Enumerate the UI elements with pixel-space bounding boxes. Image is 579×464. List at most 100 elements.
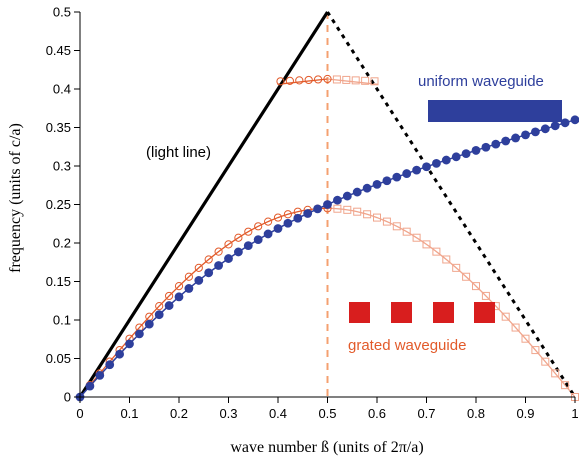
grated-lower-point bbox=[254, 222, 263, 231]
grated-lower-folded-point bbox=[561, 381, 570, 390]
uniform-point bbox=[204, 268, 214, 278]
uniform-point bbox=[550, 121, 560, 131]
x-tick-label: 0.2 bbox=[170, 406, 188, 421]
grated-lower-curve bbox=[79, 207, 328, 398]
grated-lower-point bbox=[194, 263, 203, 272]
uniform-point bbox=[362, 183, 372, 193]
grated-lower-point bbox=[224, 240, 233, 249]
x-tick-label: 0.1 bbox=[120, 406, 138, 421]
uniform-point bbox=[323, 200, 332, 209]
uniform-point bbox=[135, 329, 144, 339]
grated-upper-point bbox=[276, 77, 285, 86]
grated-upper-point bbox=[304, 75, 313, 85]
uniform-point bbox=[333, 195, 342, 205]
grated-lower-point bbox=[214, 247, 223, 256]
grated-lower-folded-point bbox=[481, 291, 490, 300]
x-tick-label: 0.5 bbox=[318, 406, 336, 421]
uniform-point bbox=[263, 229, 273, 239]
grated-lower-folded-point bbox=[442, 255, 451, 264]
uniform-point bbox=[184, 284, 194, 293]
uniform-point bbox=[283, 218, 293, 228]
uniform-point bbox=[115, 349, 124, 359]
uniform-point bbox=[342, 191, 352, 201]
grated-upper-folded-point bbox=[351, 76, 360, 85]
uniform-point bbox=[293, 213, 303, 223]
y-tick-label: 0.5 bbox=[53, 5, 71, 20]
uniform-point bbox=[570, 115, 579, 125]
grated-lower-folded-point bbox=[432, 247, 441, 256]
grated-upper-folded-point bbox=[370, 77, 379, 86]
uniform-point bbox=[402, 169, 412, 178]
uniform-point bbox=[491, 139, 501, 149]
grated-lower-folded-point bbox=[343, 205, 352, 214]
uniform-point bbox=[125, 339, 134, 349]
uniform-point bbox=[144, 319, 154, 329]
x-tick-label: 0 bbox=[76, 406, 83, 421]
uniform-point bbox=[372, 180, 382, 189]
grated-lower-folded-point bbox=[333, 204, 342, 213]
grated-lower-folded-point bbox=[472, 282, 480, 291]
grated-upper-folded-point bbox=[332, 75, 341, 84]
uniform-point bbox=[154, 310, 164, 320]
uniform-point bbox=[253, 235, 263, 245]
uniform-point bbox=[451, 152, 461, 162]
uniform-point bbox=[432, 158, 441, 168]
grated-lower-point bbox=[155, 302, 164, 311]
grated-lower-point bbox=[234, 233, 243, 242]
uniform-point bbox=[422, 162, 431, 172]
grated-lower-point bbox=[283, 210, 292, 219]
grated-lower-folded-point bbox=[382, 217, 391, 226]
uniform-point bbox=[382, 176, 392, 186]
grated-lower-folded-point bbox=[373, 213, 381, 222]
grated-lower-folded-point bbox=[422, 240, 431, 249]
grated-lower-point bbox=[165, 291, 174, 301]
y-tick-label: 0.2 bbox=[53, 236, 71, 251]
grated-lower-point bbox=[174, 282, 184, 291]
plot-area bbox=[75, 11, 579, 402]
uniform-point bbox=[313, 204, 322, 214]
y-tick-label: 0.15 bbox=[46, 274, 71, 289]
x-tick-label: 0.9 bbox=[516, 406, 534, 421]
grated-lower-folded-point bbox=[363, 210, 372, 219]
grated-lower-folded-point bbox=[452, 263, 461, 272]
grated-upper-folded-point bbox=[342, 75, 351, 84]
grated-lower-folded-point bbox=[402, 227, 411, 236]
grated-lower-point bbox=[184, 272, 193, 281]
uniform-point bbox=[243, 241, 253, 251]
uniform-point bbox=[441, 155, 451, 165]
uniform-point bbox=[412, 165, 421, 175]
uniform-point bbox=[194, 276, 204, 285]
y-tick-label: 0.45 bbox=[46, 43, 71, 58]
grated-lower-point bbox=[244, 227, 253, 236]
y-tick-label: 0 bbox=[64, 390, 71, 405]
grated-lower-folded-point bbox=[511, 323, 520, 332]
y-tick-label: 0.35 bbox=[46, 120, 71, 135]
grated-lower-folded-point bbox=[353, 207, 362, 216]
grated-lower-folded-point bbox=[551, 369, 560, 378]
uniform-point bbox=[214, 261, 224, 270]
grated-waveguide-blocks-icon bbox=[349, 302, 495, 323]
light-line bbox=[78, 11, 329, 398]
grated-lower-folded-point bbox=[521, 334, 530, 343]
y-tick-label: 0.1 bbox=[53, 313, 71, 328]
grated-waveguide-annotation: grated waveguide bbox=[348, 337, 466, 354]
x-tick-label: 0.4 bbox=[269, 406, 287, 421]
x-tick-label: 0.7 bbox=[417, 406, 435, 421]
y-tick-label: 0.4 bbox=[53, 82, 71, 97]
grated-lower-folded-point bbox=[501, 312, 510, 321]
ticks: 0 0.1 0.2 0.3 0.4 0.5 0.6 0.7 0.8 0.9 1 0 0.05 0.1 0.1… bbox=[46, 5, 579, 422]
grated-upper-folded-point bbox=[361, 76, 370, 85]
light-line-annotation: (light line) bbox=[146, 144, 211, 161]
x-axis-title: wave number ß (units of 2π/a) bbox=[230, 439, 423, 456]
uniform-point bbox=[511, 133, 520, 143]
grated-lower-folded-point bbox=[412, 233, 421, 242]
y-tick-label: 0.25 bbox=[46, 197, 71, 212]
y-tick-label: 0.3 bbox=[53, 159, 71, 174]
uniform-point bbox=[234, 247, 243, 257]
x-tick-label: 0.6 bbox=[368, 406, 386, 421]
uniform-point bbox=[540, 124, 550, 134]
x-tick-label: 1 bbox=[571, 406, 578, 421]
uniform-point bbox=[531, 127, 540, 137]
grated-lower-point bbox=[204, 255, 213, 264]
uniform-point bbox=[95, 370, 105, 380]
